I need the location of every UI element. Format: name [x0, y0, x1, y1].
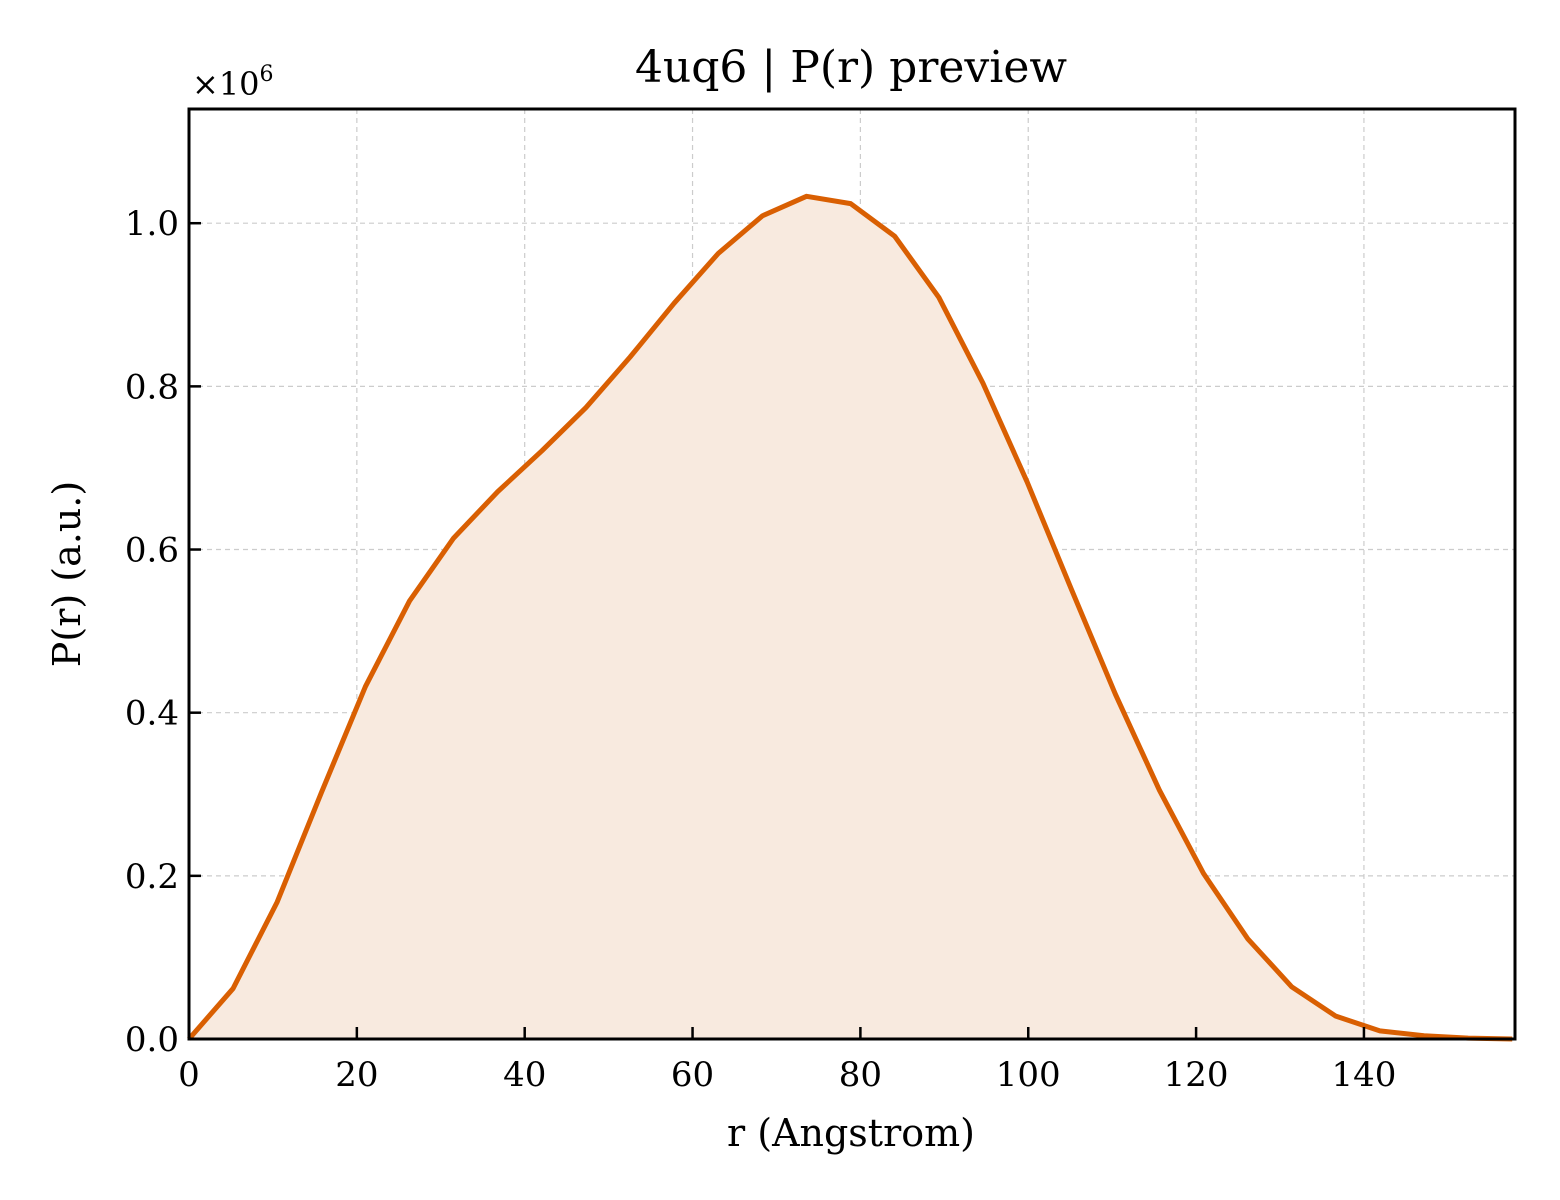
- y-axis-label: P(r) (a.u.): [45, 481, 89, 667]
- series-line: [187, 193, 1513, 1042]
- axis-ticks: [187, 221, 1366, 1041]
- x-tick-label: 60: [671, 1055, 714, 1095]
- area-fill: [189, 196, 1513, 1040]
- y-tick-label: 1.0: [125, 204, 179, 244]
- y-tick-label: 0.8: [125, 367, 179, 407]
- y-tick-label: 0.2: [125, 857, 179, 897]
- x-tick-label: 100: [996, 1055, 1061, 1095]
- plot-frame: [187, 107, 1517, 1041]
- x-tick-label: 20: [335, 1055, 378, 1095]
- x-tick-label: 0: [178, 1055, 200, 1095]
- y-offset-exponent: 6: [260, 62, 274, 87]
- x-tick-label: 120: [1164, 1055, 1229, 1095]
- y-offset-base: ×10: [192, 65, 260, 103]
- y-tick-label: 0.4: [125, 694, 179, 734]
- chart-title: 4uq6 | P(r) preview: [635, 42, 1067, 93]
- y-tick-label: 0.6: [125, 531, 179, 571]
- y-offset-label: ×106: [192, 62, 274, 103]
- x-tick-label: 80: [839, 1055, 882, 1095]
- y-tick-label: 0.0: [125, 1020, 179, 1060]
- x-tick-label: 40: [503, 1055, 546, 1095]
- x-tick-label: 140: [1331, 1055, 1396, 1095]
- x-axis-label: r (Angstrom): [727, 1111, 975, 1155]
